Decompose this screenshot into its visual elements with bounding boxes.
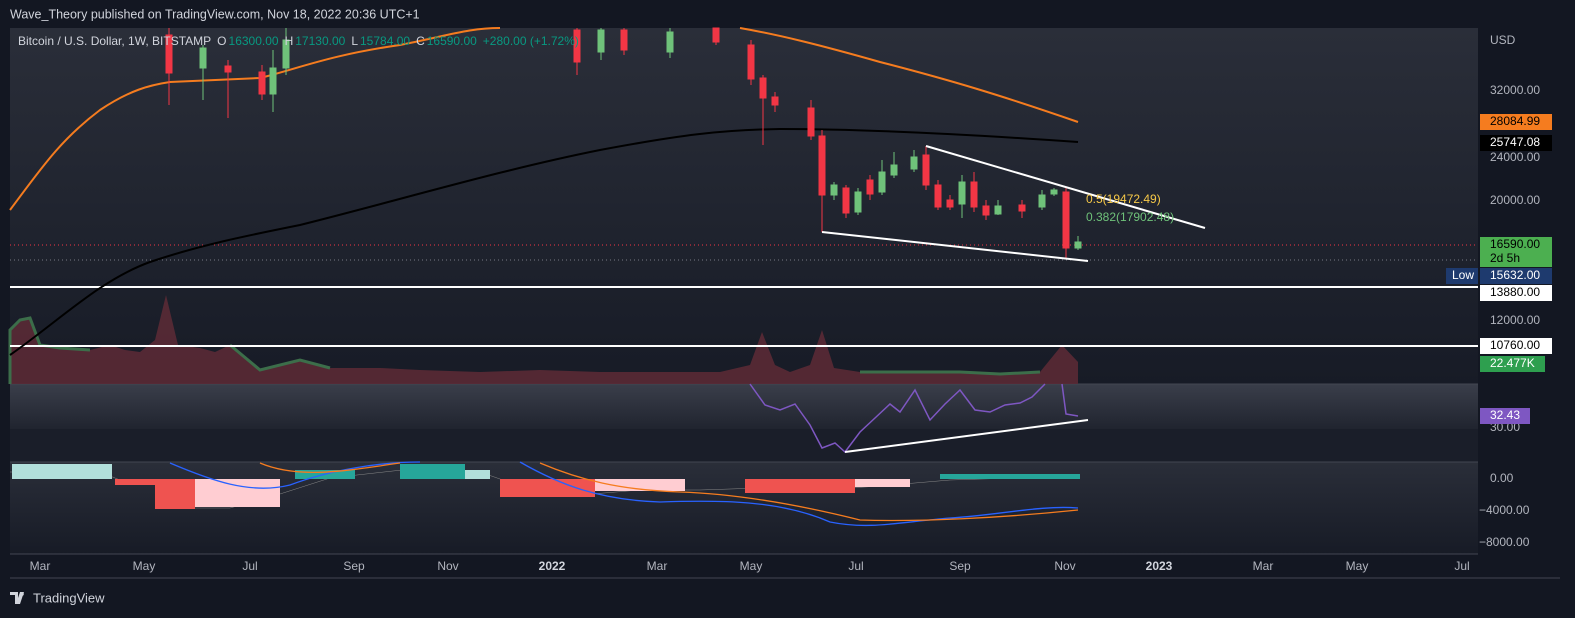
- legend: Bitcoin / U.S. Dollar, 1W, BITSTAMP O 1630…: [18, 34, 579, 48]
- time-label: May: [740, 559, 763, 573]
- badge: [1446, 268, 1478, 284]
- badge: [1480, 268, 1552, 284]
- fib-label: 0.382(17902.48): [1086, 210, 1174, 224]
- symbol: Bitcoin / U.S. Dollar, 1W, BITSTAMP: [18, 34, 211, 48]
- volume-area-green: [8, 316, 1041, 384]
- macd-label: 0.00: [1490, 471, 1514, 485]
- time-label: Jul: [242, 559, 257, 573]
- value: 16300.00: [229, 34, 279, 48]
- price-pane: [10, 28, 1478, 384]
- badge: [1480, 135, 1552, 151]
- candles: [165, 27, 1082, 258]
- change: +280.00 (+1.72%): [483, 34, 579, 48]
- badge-text: 25747.08: [1490, 135, 1540, 149]
- time-label: Jul: [1454, 559, 1469, 573]
- badge-text: 28084.99: [1490, 114, 1540, 128]
- price-label: 32000.00: [1490, 83, 1540, 97]
- time-label: May: [1346, 559, 1369, 573]
- time-label: 2023: [1146, 559, 1173, 573]
- byline: Wave_Theory published on TradingView.com…: [10, 7, 420, 21]
- time-label: Sep: [343, 559, 365, 573]
- currency: USD: [1490, 33, 1516, 47]
- time-label: Jul: [848, 559, 863, 573]
- rsi-trendline: [844, 419, 1089, 453]
- badge: [1480, 285, 1552, 301]
- label: H: [285, 34, 294, 48]
- badge: [1480, 338, 1552, 354]
- badge: [1480, 237, 1552, 267]
- badge-text: Low: [1452, 268, 1474, 282]
- macd-line: [169, 461, 1079, 527]
- value: 17130.00: [295, 34, 345, 48]
- badge-text: 32.43: [1490, 408, 1520, 422]
- badge-text: 16590.00: [1490, 237, 1540, 251]
- logo: [10, 592, 24, 604]
- fib-label: 0.5(19472.49): [1086, 192, 1161, 206]
- logo-dot: [20, 592, 24, 596]
- macd-label: −8000.00: [1479, 535, 1530, 549]
- value: 15784.00: [360, 34, 410, 48]
- time-axis: Mar May Jul Sep Nov 2022 Mar May Jul Sep Nov 2023 Ma…: [30, 559, 1470, 573]
- time-label: Mar: [30, 559, 51, 573]
- value: 16590.00: [427, 34, 477, 48]
- time-label: Nov: [1054, 559, 1075, 573]
- volume-area: [10, 295, 1078, 384]
- brand: TradingView: [33, 590, 105, 605]
- time-label: Nov: [437, 559, 458, 573]
- time-label: May: [133, 559, 156, 573]
- badge-text: 10760.00: [1490, 338, 1540, 352]
- badge: [1480, 356, 1545, 372]
- badge: [1480, 114, 1552, 130]
- badge-text: 2d 5h: [1490, 251, 1520, 265]
- price-label: 20000.00: [1490, 193, 1540, 207]
- macd-pane: [10, 462, 1478, 554]
- time-label: Mar: [647, 559, 668, 573]
- rsi-line: [749, 383, 1079, 454]
- trendline: [821, 231, 1089, 262]
- ma-black: [9, 127, 1079, 356]
- trendline: [925, 145, 1206, 229]
- badge-text: 13880.00: [1490, 285, 1540, 299]
- badge: [1480, 408, 1530, 424]
- badge-text: 15632.00: [1490, 268, 1540, 282]
- time-label: 2022: [539, 559, 566, 573]
- label: O: [217, 34, 226, 48]
- time-label: Mar: [1253, 559, 1274, 573]
- price-label: 12000.00: [1490, 313, 1540, 327]
- label: C: [416, 34, 425, 48]
- signal-line: [259, 462, 1079, 522]
- label: L: [351, 34, 358, 48]
- time-label: Sep: [949, 559, 971, 573]
- macd-label: −4000.00: [1479, 503, 1530, 517]
- rsi-band: [10, 384, 1478, 429]
- price-label: 24000.00: [1490, 150, 1540, 164]
- badge-text: 22.477K: [1490, 356, 1535, 370]
